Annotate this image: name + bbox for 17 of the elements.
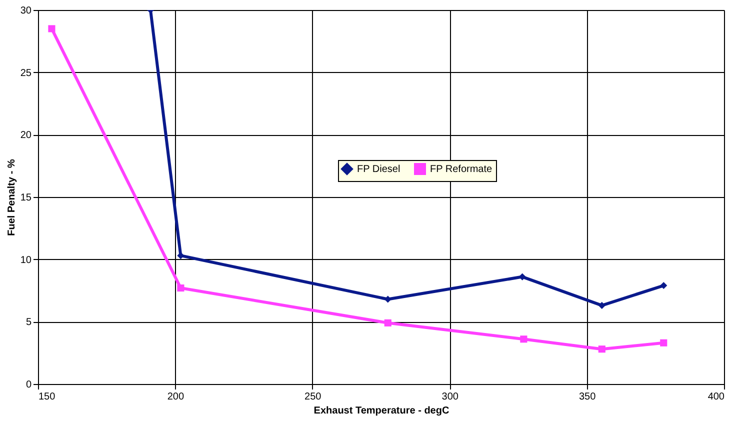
legend-label: FP Diesel	[357, 164, 400, 175]
y-tick-label: 0	[26, 380, 32, 390]
x-tick-label: 350	[578, 392, 596, 402]
x-tick-label: 250	[304, 392, 322, 402]
x-axis-title: Exhaust Temperature - degC	[314, 406, 450, 416]
y-tick-label: 25	[20, 68, 32, 79]
y-tick-label: 20	[20, 130, 32, 142]
legend-label: FP Reformate	[430, 164, 492, 175]
x-tick-label: 200	[167, 392, 184, 402]
y-tick-label: 15	[20, 192, 32, 204]
x-tick-label: 150	[38, 392, 56, 402]
y-axis-title: Fuel Penalty - %	[6, 159, 18, 236]
y-tick-label: 30	[20, 6, 32, 16]
x-tick-label: 300	[442, 392, 459, 402]
y-tick-label: 10	[20, 254, 32, 266]
y-tick-label: 5	[26, 317, 32, 328]
x-tick-label: 400	[708, 392, 725, 402]
